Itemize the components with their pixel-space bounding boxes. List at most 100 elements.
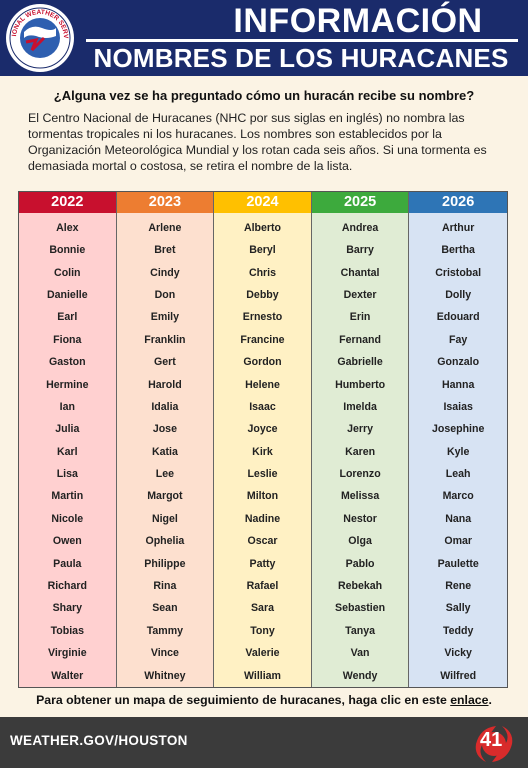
hurricane-symbol-icon (475, 726, 513, 762)
hurricane-name: Chantal (340, 266, 380, 279)
hurricane-name: Owen (52, 535, 82, 548)
hurricane-name: Van (350, 647, 370, 660)
hurricane-name: Cristobal (435, 266, 482, 279)
hurricane-name: Rina (153, 580, 177, 593)
hurricane-name: Barry (346, 244, 374, 257)
hurricane-names-table: 2022 Alex Bonnie Colin Danielle Earl Fiona Gast… (18, 191, 508, 688)
hurricane-name: Marco (442, 490, 474, 503)
hurricane-name: Wendy (342, 669, 378, 682)
hurricane-name: Whitney (144, 669, 186, 682)
footer-url-link[interactable]: WEATHER.GOV/HOUSTON (10, 733, 188, 748)
hurricane-name: Francine (240, 333, 285, 346)
hurricane-name: Colin (54, 266, 81, 279)
hurricane-name: Richard (47, 580, 88, 593)
hurricane-name: Julia (55, 423, 80, 436)
hurricane-name: Sara (250, 602, 274, 615)
hurricane-name: Olga (348, 535, 372, 548)
hurricane-name: Melissa (340, 490, 380, 503)
hurricane-name: Katia (151, 445, 178, 458)
hurricane-name: Oscar (247, 535, 278, 548)
footnote-end: . (488, 693, 492, 707)
header-banner: NATIONAL WEATHER SERVICE INFORMACIÓN NOM… (0, 0, 528, 76)
hurricane-name: Walter (51, 669, 84, 682)
hurricane-name: Omar (444, 535, 473, 548)
hurricane-name: Edouard (436, 311, 480, 324)
hurricane-name: Alex (56, 221, 79, 234)
year-header: 2022 (19, 192, 116, 213)
hurricane-name: Don (154, 288, 176, 301)
hurricane-name: Gaston (49, 356, 86, 369)
hurricane-name: Wilfred (440, 669, 477, 682)
hurricane-name: Joyce (247, 423, 278, 436)
names-list: Arlene Bret Cindy Don Emily Franklin Gert Harol… (117, 213, 214, 687)
hurricane-name: Fernand (339, 333, 381, 346)
hurricane-name: Ian (59, 400, 75, 413)
hurricane-name: Harold (148, 378, 182, 391)
hurricane-name: Chris (248, 266, 277, 279)
hurricane-name: Sally (445, 602, 471, 615)
hurricane-name: Tanya (345, 624, 375, 637)
hurricane-name: Nigel (151, 512, 178, 525)
hurricane-name: Martin (51, 490, 84, 503)
title-divider (86, 39, 518, 42)
hurricane-name: Erin (349, 311, 371, 324)
hurricane-name: Earl (57, 311, 78, 324)
hurricane-name: Teddy (442, 624, 474, 637)
hurricane-name: Hanna (441, 378, 475, 391)
names-list: Arthur Bertha Cristobal Dolly Edouard Fay Gonz… (409, 213, 507, 687)
hurricane-name: Humberto (335, 378, 386, 391)
page-title: INFORMACIÓN (233, 2, 483, 40)
hurricane-name: Nana (445, 512, 472, 525)
hurricane-name: Milton (246, 490, 279, 503)
year-column-2024: 2024 Alberto Beryl Chris Debby Ernesto Francin… (214, 192, 312, 687)
hurricane-name: Shary (52, 602, 83, 615)
hurricane-name: Pablo (345, 557, 375, 570)
hurricane-name: Patty (249, 557, 276, 570)
hurricane-name: Arlene (148, 221, 182, 234)
hurricane-name: Leslie (247, 468, 278, 481)
hurricane-name: Idalia (151, 400, 179, 413)
hurricane-name: Kirk (252, 445, 273, 458)
hurricane-name: Paula (53, 557, 82, 570)
hurricane-name: Isaac (249, 400, 276, 413)
hurricane-name: Gert (153, 356, 176, 369)
hurricane-name: Fiona (53, 333, 82, 346)
hurricane-name: Josephine (431, 423, 485, 436)
hurricane-name: William (243, 669, 281, 682)
names-list: Andrea Barry Chantal Dexter Erin Fernand Gabri… (312, 213, 409, 687)
tracking-map-link[interactable]: enlace (450, 693, 489, 707)
hurricane-name: Paulette (437, 557, 479, 570)
hurricane-name: Bret (154, 244, 176, 257)
hurricane-name: Danielle (46, 288, 88, 301)
intro-paragraph: El Centro Nacional de Huracanes (NHC por… (28, 111, 487, 173)
hurricane-name: Helene (245, 378, 280, 391)
hurricane-name: Arthur (441, 221, 475, 234)
hurricane-name: Alberto (243, 221, 282, 234)
hurricane-name: Bonnie (49, 244, 86, 257)
hurricane-name: Emily (150, 311, 180, 324)
hurricane-name: Gordon (243, 356, 282, 369)
hurricane-name: Beryl (249, 244, 276, 257)
hurricane-name: Imelda (343, 400, 377, 413)
hurricane-name: Nicole (51, 512, 84, 525)
question-heading: ¿Alguna vez se ha preguntado cómo un hur… (53, 88, 475, 103)
hurricane-name: Philippe (144, 557, 186, 570)
hurricane-name: Gonzalo (437, 356, 480, 369)
hurricane-name: Rene (445, 580, 472, 593)
hurricane-name: Cindy (150, 266, 180, 279)
hurricane-name: Sebastien (335, 602, 386, 615)
hurricane-name: Andrea (341, 221, 379, 234)
year-column-2022: 2022 Alex Bonnie Colin Danielle Earl Fiona Gast… (19, 192, 117, 687)
hurricane-name: Nadine (244, 512, 281, 525)
page-subtitle: NOMBRES DE LOS HURACANES (93, 43, 509, 73)
hurricane-name: Ophelia (145, 535, 185, 548)
hurricane-name: Karen (345, 445, 376, 458)
hurricane-name: Bertha (441, 244, 475, 257)
hurricane-name: Rafael (246, 580, 279, 593)
hurricane-name: Virginie (47, 647, 87, 660)
year-column-2023: 2023 Arlene Bret Cindy Don Emily Franklin Gert H… (116, 192, 215, 687)
hurricane-name: Debby (246, 288, 279, 301)
year-header: 2024 (214, 192, 311, 213)
hurricane-name: Tammy (146, 624, 184, 637)
footer-bar: WEATHER.GOV/HOUSTON 41 (0, 717, 528, 768)
